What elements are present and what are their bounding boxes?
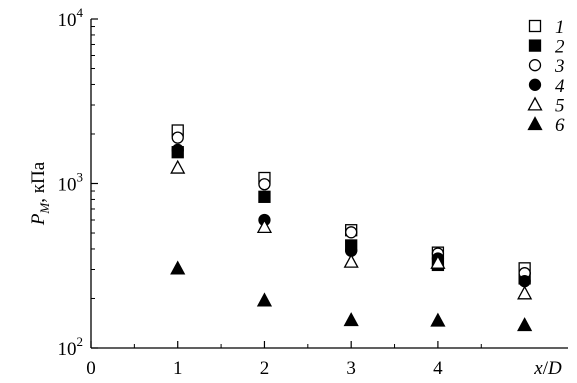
x-tick-label: 2 [260,358,270,379]
legend-label-4: 4 [555,76,565,97]
x-tick-label: 4 [433,358,443,379]
data-point-series-2 [258,190,271,203]
y-axis-label: PM, кПа [28,161,52,226]
data-points [170,124,533,332]
data-point-series-3 [258,178,271,191]
data-point-series-5 [343,253,359,268]
data-point-series-3 [345,226,358,239]
data-point-series-5 [430,254,446,269]
data-point-series-6 [430,312,446,327]
data-point-series-4 [518,274,531,288]
y-tick-label: 103 [58,170,84,196]
data-point-series-5 [256,218,273,234]
x-tick-label: 1 [173,358,183,379]
legend-marker-2 [528,39,542,52]
x-tick-label: 3 [346,358,356,379]
x-tick-label: 0 [86,358,96,379]
legend-label-2: 2 [555,37,565,58]
legend-label-3: 3 [554,56,565,77]
data-point-series-5 [170,159,186,174]
x-axis-label: x/D [533,358,562,379]
y-tick-label: 102 [58,334,84,360]
legend-label-1: 1 [555,17,565,38]
data-point-series-4 [171,143,184,157]
legend-label-5: 5 [555,95,565,116]
legend-marker-4 [528,78,542,91]
data-point-series-6 [517,317,533,332]
legend-marker-3 [528,59,542,72]
data-point-series-6 [343,312,359,327]
legend-marker-5 [527,96,543,111]
legend-marker-6 [527,116,543,131]
legend-marker-1 [528,19,542,33]
y-tick-label: 104 [58,5,84,31]
data-point-series-3 [171,131,184,144]
data-point-series-6 [170,260,186,275]
data-point-series-6 [256,292,273,307]
legend-label-6: 6 [555,115,565,136]
data-point-series-5 [517,285,533,300]
